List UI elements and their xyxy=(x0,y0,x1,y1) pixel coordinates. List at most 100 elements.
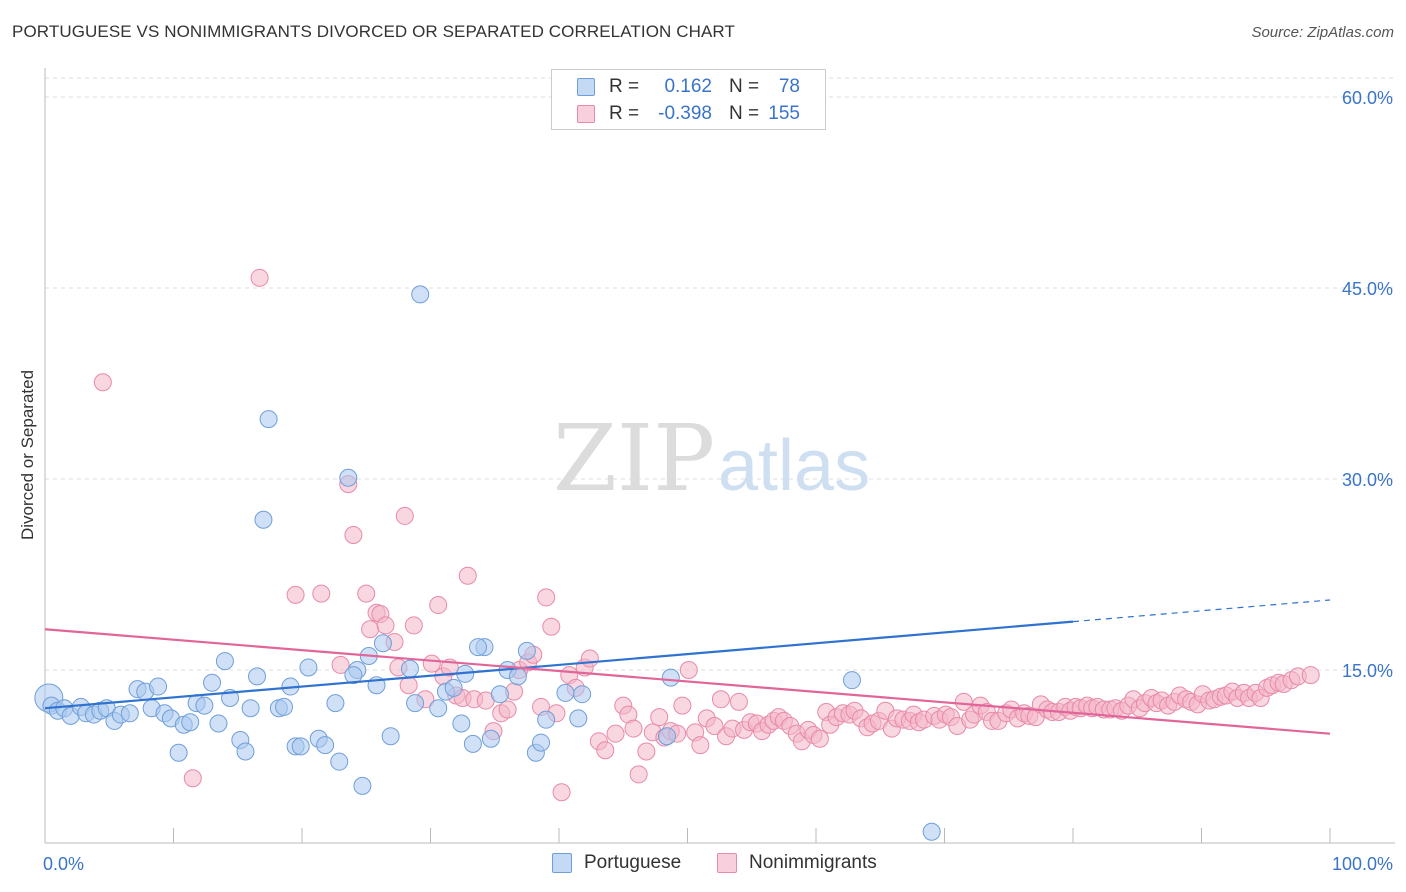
portuguese-point xyxy=(517,641,536,660)
nonimmigrant-point xyxy=(286,585,305,604)
portuguese-point xyxy=(316,736,335,755)
portuguese-point xyxy=(569,709,588,728)
nonimmigrant-point xyxy=(596,741,615,760)
nonimmigrants-points xyxy=(93,268,1320,802)
portuguese-point xyxy=(215,652,234,671)
nonimmigrant-point xyxy=(679,661,698,679)
nonimmigrant-point xyxy=(429,596,448,615)
nonimmigrant-point xyxy=(361,620,380,639)
y-axis-title: Divorced or Separated xyxy=(18,370,37,540)
nonimmigrant-point xyxy=(705,717,724,736)
watermark-atlas: atlas xyxy=(718,426,870,506)
portuguese-point xyxy=(922,822,941,841)
nonimmigrant-point xyxy=(691,736,710,755)
nonimmigrant-point xyxy=(954,692,973,711)
portuguese-point xyxy=(490,685,509,704)
nonimmigrant-point xyxy=(93,373,112,392)
nonimmigrants-swatch xyxy=(577,105,595,123)
portuguese-point xyxy=(556,683,575,702)
y-tick-label: 30.0% xyxy=(1342,470,1393,490)
nonimmigrant-point xyxy=(395,506,414,525)
legend-label-nonimmigrants: Nonimmigrants xyxy=(749,852,877,873)
nonimmigrant-point xyxy=(637,742,656,761)
x-tick-label: 0.0% xyxy=(43,854,84,874)
nonimmigrant-point xyxy=(458,566,477,585)
nonimmigrant-point xyxy=(629,765,648,784)
nonimmigrants-swatch xyxy=(717,853,737,873)
portuguese-point xyxy=(373,634,392,653)
nonimmigrant-point xyxy=(331,655,350,674)
grid-layer xyxy=(45,77,1395,671)
portuguese-point xyxy=(381,727,400,746)
nonimmigrant-point xyxy=(498,700,517,719)
nonimmigrant-point xyxy=(606,724,625,743)
portuguese-point xyxy=(291,737,310,756)
nonimmigrant-point xyxy=(624,719,643,738)
nonimmigrant-point xyxy=(810,729,829,748)
portuguese-point xyxy=(406,694,425,713)
nonimmigrant-point xyxy=(1301,666,1320,685)
nonimmigrant-point xyxy=(729,692,748,711)
portuguese-point xyxy=(573,685,592,704)
legend-label-portuguese: Portuguese xyxy=(584,852,682,873)
portuguese-point xyxy=(508,667,527,686)
nonimmigrant-point xyxy=(183,769,202,788)
portuguese-swatch xyxy=(552,853,572,873)
trend-lines xyxy=(44,599,1331,735)
portuguese-point xyxy=(209,714,228,733)
axis-labels: 15.0% 30.0% 45.0% 60.0% 0.0% 100.0% Divorced o… xyxy=(18,88,1393,874)
y-tick-label: 15.0% xyxy=(1342,661,1393,681)
portuguese-point xyxy=(299,658,318,677)
portuguese-point xyxy=(344,666,363,685)
portuguese-point xyxy=(259,410,278,429)
portuguese-point xyxy=(181,713,200,732)
portuguese-trend-extension xyxy=(1072,599,1331,623)
portuguese-point xyxy=(444,678,463,697)
nonimmigrant-point xyxy=(250,268,269,287)
portuguese-point xyxy=(537,710,556,729)
portuguese-point xyxy=(248,667,267,686)
nonimmigrant-point xyxy=(673,696,692,715)
portuguese-point xyxy=(411,285,430,304)
x-tick-label: 100.0% xyxy=(1332,854,1393,874)
r-label: R = xyxy=(609,103,640,124)
n-value: 155 xyxy=(768,103,800,124)
nonimmigrants-trend-line xyxy=(44,628,1331,735)
source-label: Source: ZipAtlas.com xyxy=(1251,24,1394,41)
portuguese-point xyxy=(120,704,139,723)
n-value: 78 xyxy=(778,76,800,97)
portuguese-point xyxy=(203,673,222,692)
y-tick-label: 45.0% xyxy=(1342,279,1393,299)
nonimmigrant-point xyxy=(357,584,376,603)
r-value: -0.398 xyxy=(658,103,712,124)
series-legend: Portuguese Nonimmigrants xyxy=(0,851,1406,877)
portuguese-point xyxy=(463,734,482,753)
watermark: ZIP atlas xyxy=(553,405,870,512)
nonimmigrant-point xyxy=(542,617,561,636)
portuguese-point xyxy=(400,659,419,678)
nonimmigrant-point xyxy=(552,783,571,802)
portuguese-trend-line xyxy=(44,620,1074,710)
nonimmigrant-point xyxy=(711,690,730,709)
portuguese-point xyxy=(326,694,345,713)
portuguese-point xyxy=(481,729,500,748)
portuguese-point xyxy=(657,727,676,746)
portuguese-point xyxy=(236,742,255,761)
watermark-zip: ZIP xyxy=(553,405,715,512)
portuguese-point xyxy=(241,699,260,718)
portuguese-point xyxy=(429,699,448,718)
nonimmigrant-point xyxy=(537,588,556,607)
portuguese-point xyxy=(169,743,188,762)
stats-legend: R = 0.162 N = 78 R = -0.398 N = 155 xyxy=(551,69,826,130)
nonimmigrant-point xyxy=(376,616,395,635)
portuguese-point xyxy=(330,752,349,771)
portuguese-point xyxy=(339,468,358,487)
nonimmigrant-point xyxy=(344,526,363,545)
portuguese-point xyxy=(195,696,214,715)
nonimmigrant-point xyxy=(404,616,423,635)
r-value: 0.162 xyxy=(664,76,712,97)
portuguese-point xyxy=(532,733,551,752)
n-label: N = xyxy=(729,76,760,97)
portuguese-point xyxy=(149,677,168,696)
